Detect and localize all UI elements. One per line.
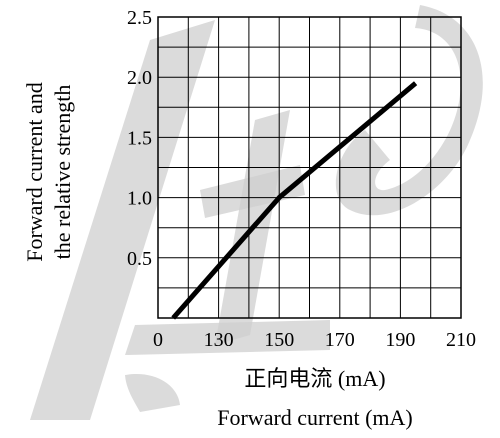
series-line [171,81,418,320]
x-tick-label: 170 [325,329,355,351]
x-axis-label-en: Forward current (mA) [217,405,413,430]
series-layer [171,81,418,320]
x-tick-label: 210 [446,329,476,351]
x-tick-label: 150 [264,329,294,351]
y-tick-labels: 0.5 1.0 1.5 2.0 2.5 [127,7,152,270]
x-axis-label-cn: 正向电流 (mA) [244,366,385,391]
y-tick-label: 0.5 [127,248,152,270]
y-tick-label: 2.0 [127,67,152,89]
x-tick-label: 190 [385,329,415,351]
plot-frame [157,16,462,319]
watermark-logo [30,5,483,420]
x-tick-label: 130 [204,329,234,351]
y-tick-label: 1.0 [127,188,152,210]
y-axis-label-line1: Forward current and [22,82,47,262]
x-tick-label: 0 [153,329,163,351]
y-tick-label: 1.5 [127,127,152,149]
y-tick-label: 2.5 [127,7,152,29]
y-axis-label-line2: the relative strength [50,85,75,260]
plot-grid [157,16,462,319]
x-tick-labels: 0 130 150 170 190 210 [153,329,476,351]
